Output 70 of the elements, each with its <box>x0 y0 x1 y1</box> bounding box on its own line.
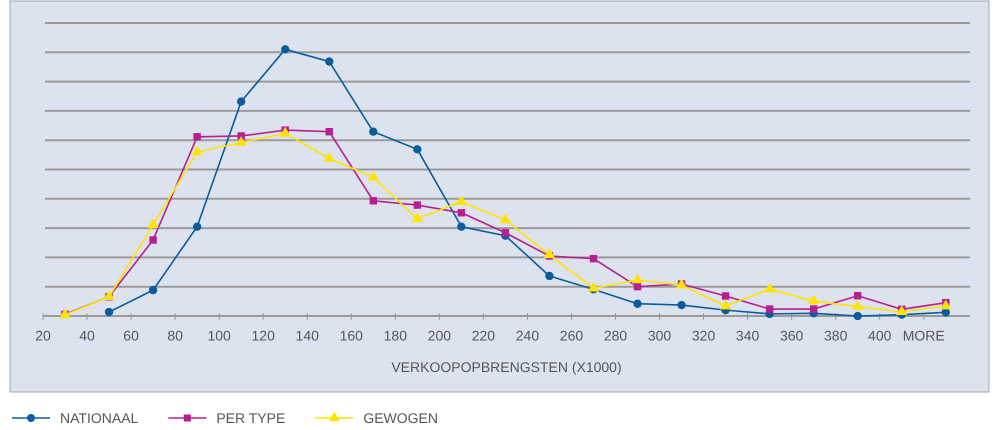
point <box>370 197 377 204</box>
point <box>500 213 512 224</box>
point <box>149 236 157 244</box>
point <box>412 212 423 222</box>
point <box>634 282 642 290</box>
point <box>457 222 466 231</box>
x-tick-label: 220 <box>472 327 496 344</box>
point <box>413 145 422 154</box>
point <box>632 273 644 284</box>
x-tick-label: 60 <box>123 327 140 344</box>
x-tick-label: 40 <box>79 327 96 344</box>
point <box>368 170 379 181</box>
x-tick-label: 200 <box>428 327 452 344</box>
point <box>147 218 159 228</box>
point <box>545 272 554 280</box>
point <box>281 45 290 54</box>
x-tick-label: 240 <box>516 327 540 344</box>
x-tick-label: 180 <box>384 327 408 344</box>
point <box>324 152 335 162</box>
point <box>104 308 114 316</box>
x-tick-label: 140 <box>296 327 320 344</box>
x-tick-label: 160 <box>340 327 364 344</box>
point <box>192 145 203 156</box>
point <box>458 209 466 216</box>
x-tick-label: 300 <box>648 327 672 344</box>
point <box>590 254 598 262</box>
point <box>236 97 246 106</box>
x-tick-label: 320 <box>692 327 716 344</box>
point <box>414 201 422 209</box>
point <box>502 229 510 236</box>
point <box>722 292 730 300</box>
legend-label: GEWOGEN <box>363 410 438 426</box>
x-tick-label: 100 <box>207 327 232 344</box>
point <box>325 57 334 66</box>
x-tick-label: 280 <box>604 327 628 344</box>
point <box>854 292 862 300</box>
point <box>810 305 818 313</box>
point <box>193 133 201 140</box>
x-tick-label: 120 <box>252 327 276 344</box>
point <box>192 222 202 231</box>
x-axis-title: VERKOOPOPBRENGSTEN (X1000) <box>391 359 622 375</box>
point <box>940 300 952 310</box>
x-tick-label: 400 <box>868 327 892 344</box>
point <box>852 300 864 310</box>
x-tick-label: 260 <box>560 327 584 344</box>
point <box>588 282 600 292</box>
point <box>326 128 333 136</box>
point <box>280 126 291 137</box>
point <box>677 300 686 310</box>
point <box>764 282 776 292</box>
point <box>369 128 378 136</box>
point <box>808 294 820 304</box>
point <box>456 195 467 205</box>
x-tick-label: 80 <box>167 327 184 344</box>
point <box>544 248 556 258</box>
point <box>236 136 247 146</box>
point <box>103 290 115 300</box>
legend-label: NATIONAAL <box>60 410 139 426</box>
point <box>766 305 774 313</box>
x-tick-label: 340 <box>736 327 760 344</box>
x-tick-label: 380 <box>824 327 848 344</box>
legend-label: PER TYPE <box>216 410 286 426</box>
point <box>148 286 158 294</box>
x-tick-label: 20 <box>35 327 51 344</box>
x-tick-label: 360 <box>780 327 804 344</box>
point <box>854 312 862 320</box>
point <box>720 300 732 310</box>
x-tick-label: MORE <box>902 327 945 344</box>
point <box>633 300 642 308</box>
point <box>59 308 71 318</box>
